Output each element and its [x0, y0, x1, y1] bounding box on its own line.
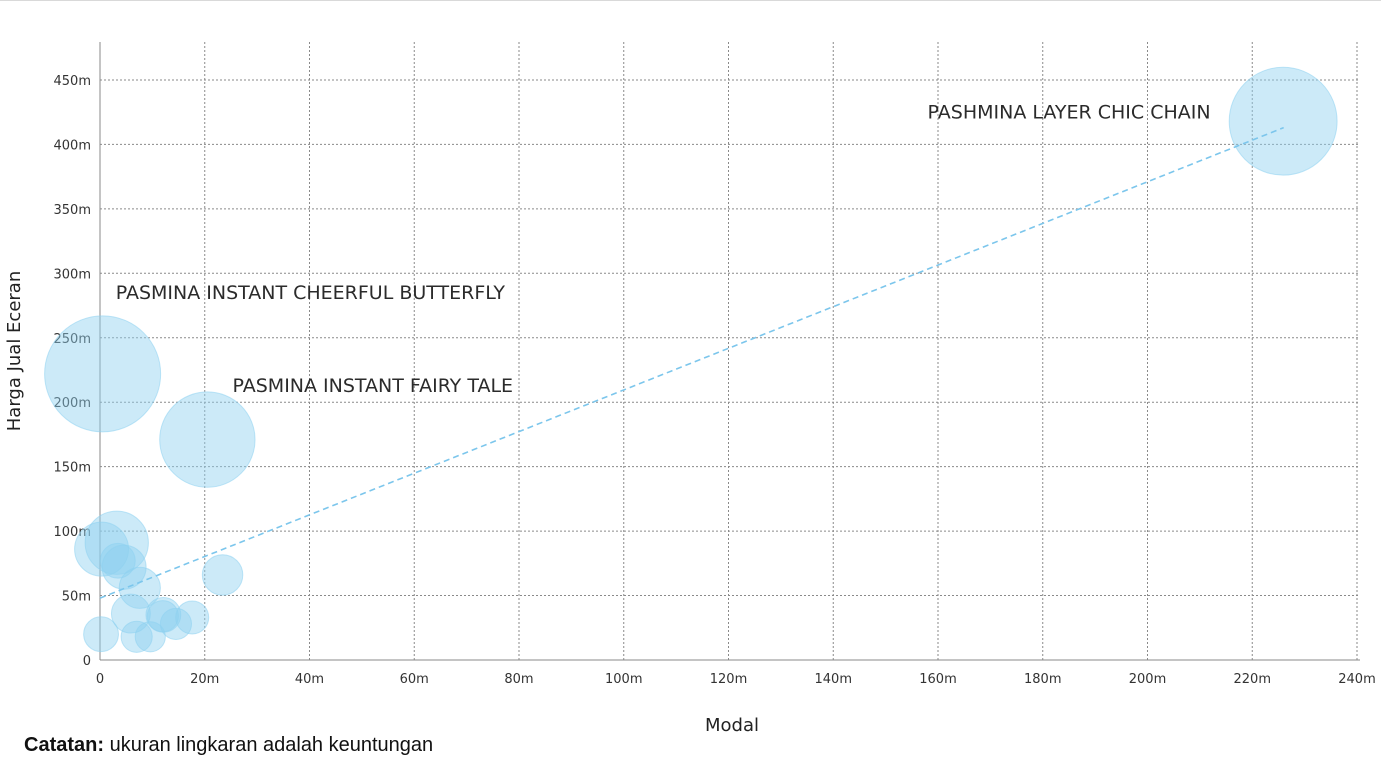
trendline: [99, 126, 1284, 599]
y-tick-label: 300m: [54, 267, 91, 282]
annotation-label: PASHMINA LAYER CHIC CHAIN: [928, 102, 1211, 124]
top-divider: [0, 0, 1381, 1]
x-tick-label: 120m: [710, 672, 747, 687]
x-tick-label: 160m: [919, 672, 956, 687]
y-axis-title: Harga Jual Eceran: [4, 271, 25, 431]
x-tick-label: 140m: [815, 672, 852, 687]
x-tick-label: 100m: [605, 672, 642, 687]
bubble-point: [44, 315, 162, 433]
y-tick-label: 200m: [54, 396, 91, 411]
bubble-point: [110, 593, 151, 634]
bubble-point: [120, 620, 153, 653]
y-tick-label: 250m: [54, 332, 91, 347]
trendline-layer: [99, 126, 1284, 599]
bubble-chart: 0 20m 40m 60m 80m 100m 120m 140m 160m 180m 200m 220…: [4, 42, 1376, 735]
annotation-layer: PASHMINA LAYER CHIC CHAIN PASMINA INSTANT…: [116, 102, 1211, 397]
x-tick-label: 0: [96, 672, 104, 687]
x-tick-label: 40m: [295, 672, 324, 687]
y-tick-label: 400m: [54, 138, 91, 153]
x-tick-label: 60m: [400, 672, 429, 687]
bubble-point: [201, 554, 244, 596]
bubble-point: [99, 542, 136, 579]
x-tick-label: 180m: [1024, 672, 1061, 687]
x-tick-label: 240m: [1338, 672, 1375, 687]
bubble-point: [134, 621, 166, 653]
y-tick-label: 50m: [62, 590, 91, 605]
y-tick-label: 350m: [54, 203, 91, 218]
y-tick-label: 0: [83, 654, 91, 669]
annotation-label: PASMINA INSTANT FAIRY TALE: [233, 375, 514, 397]
y-tick-label: 100m: [54, 525, 91, 540]
bubble-point: [159, 391, 256, 488]
bubble-point: [74, 521, 130, 577]
note-text: ukuran lingkaran adalah keuntungan: [104, 734, 434, 756]
bubble-point: [1228, 66, 1338, 176]
x-axis-ticks: 0 20m 40m 60m 80m 100m 120m 140m 160m 180m 200m 220…: [96, 672, 1376, 687]
bubble-point: [83, 616, 119, 653]
note-label: Catatan:: [24, 734, 105, 756]
bubble-point: [159, 607, 193, 640]
x-tick-label: 20m: [190, 672, 219, 687]
grid-lines: [99, 42, 1360, 661]
y-tick-label: 450m: [54, 74, 91, 89]
y-tick-label: 150m: [54, 461, 91, 476]
x-tick-label: 200m: [1129, 672, 1166, 687]
chart-note: Catatan: ukuran lingkaran adalah keuntun…: [24, 734, 433, 757]
x-tick-label: 80m: [504, 672, 533, 687]
x-tick-label: 220m: [1234, 672, 1271, 687]
bubble-series: [44, 66, 1338, 653]
annotation-label: PASMINA INSTANT CHEERFUL BUTTERFLY: [116, 282, 506, 304]
bubble-point: [175, 600, 210, 635]
y-axis-ticks: 0 50m 100m 150m 200m 250m 300m 350m 400m 450m: [54, 74, 91, 669]
x-axis-title: Modal: [705, 715, 759, 735]
